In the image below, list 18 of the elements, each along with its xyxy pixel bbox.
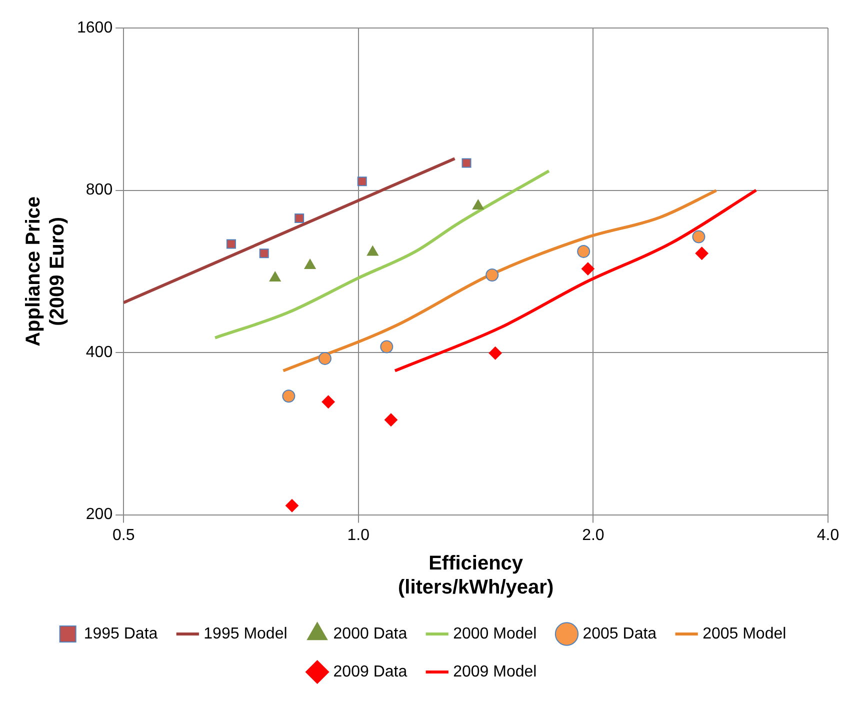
x-tick-label: 1.0 [347, 526, 370, 544]
x-tick-label: 4.0 [816, 526, 840, 544]
legend-label: 2000 Model [453, 625, 537, 642]
x-axis-title: Efficiency (liters/kWh/year) [398, 552, 554, 599]
legend-label: 2009 Data [333, 663, 408, 680]
y-tick-label: 200 [86, 506, 113, 524]
legend-label: 1995 Model [204, 625, 288, 642]
legend-label: 2000 Data [333, 625, 408, 642]
legend-label: 2005 Model [702, 625, 786, 642]
legend-label: 1995 Data [84, 625, 158, 642]
x-tick-label: 0.5 [112, 526, 135, 544]
y-tick-label: 400 [86, 344, 113, 361]
legend-label: 2005 Data [582, 625, 657, 642]
y-axis-title: Appliance Price (2009 Euro) [22, 196, 69, 346]
x-tick-label: 2.0 [582, 526, 604, 544]
y-tick-label: 1600 [77, 19, 113, 36]
y-tick-label: 800 [86, 182, 113, 199]
legend-label: 2009 Model [453, 663, 537, 680]
